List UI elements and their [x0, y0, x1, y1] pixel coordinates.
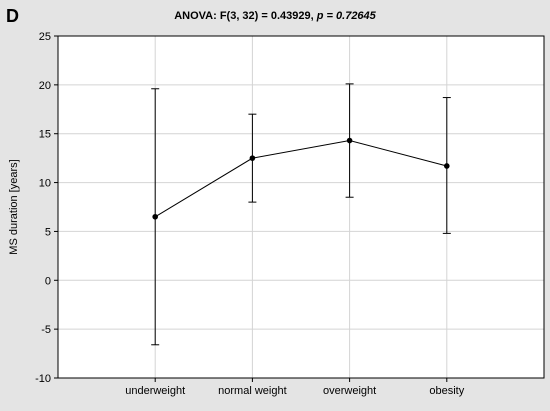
y-tick-label: 15 — [39, 129, 51, 141]
plot-area — [58, 36, 544, 378]
y-axis-label: MS duration [years] — [8, 159, 20, 255]
data-point — [346, 137, 353, 144]
x-tick-label: normal weight — [218, 385, 286, 397]
data-point — [152, 213, 158, 220]
y-tick-label: 0 — [45, 275, 51, 287]
y-tick-label: 10 — [39, 178, 51, 190]
series-line — [154, 140, 447, 218]
y-tick-label: -10 — [35, 373, 51, 385]
plot-border — [57, 35, 545, 379]
panel-label: D — [6, 6, 19, 26]
x-tick-label: underweight — [125, 385, 185, 397]
x-tick-label: obesity — [429, 385, 464, 397]
data-point — [444, 163, 450, 169]
y-tick-label: -5 — [41, 324, 51, 336]
x-tick-label: overweight — [323, 385, 376, 397]
chart-title-p-value: = 0.72645 — [326, 10, 376, 22]
chart-title-p-symbol: p — [316, 10, 324, 22]
y-tick-label: 25 — [39, 31, 51, 43]
chart-title: ANOVA: F(3, 32) = 0.43929, p = 0.72645 — [0, 10, 550, 22]
y-tick-label: 20 — [39, 80, 51, 92]
chart-title-main: ANOVA: F(3, 32) = 0.43929, — [174, 10, 314, 22]
data-point — [249, 155, 256, 161]
y-tick-label: 5 — [45, 226, 51, 238]
